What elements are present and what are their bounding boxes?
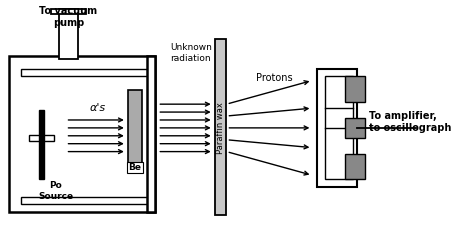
- Text: Protons: Protons: [256, 72, 292, 83]
- Bar: [215, 39, 227, 215]
- Bar: [147, 56, 155, 212]
- Bar: [39, 110, 44, 179]
- Bar: [345, 76, 365, 102]
- Text: Be: Be: [128, 163, 141, 172]
- Bar: [59, 9, 78, 59]
- Text: To amplifier,
to oscillograph: To amplifier, to oscillograph: [369, 111, 451, 133]
- Bar: [29, 135, 54, 141]
- Bar: [51, 9, 86, 14]
- Bar: [9, 56, 155, 212]
- Bar: [128, 90, 142, 169]
- Bar: [317, 69, 357, 187]
- Bar: [345, 118, 365, 138]
- Bar: [21, 69, 154, 76]
- Text: To vacuum
pump: To vacuum pump: [39, 6, 98, 28]
- Bar: [325, 76, 353, 179]
- Bar: [21, 197, 154, 204]
- Text: Po
Source: Po Source: [38, 181, 73, 201]
- Text: Unknown
radiation: Unknown radiation: [170, 43, 212, 63]
- Text: α's: α's: [90, 103, 106, 113]
- Text: Paraffin wax: Paraffin wax: [216, 102, 225, 154]
- Bar: [345, 154, 365, 179]
